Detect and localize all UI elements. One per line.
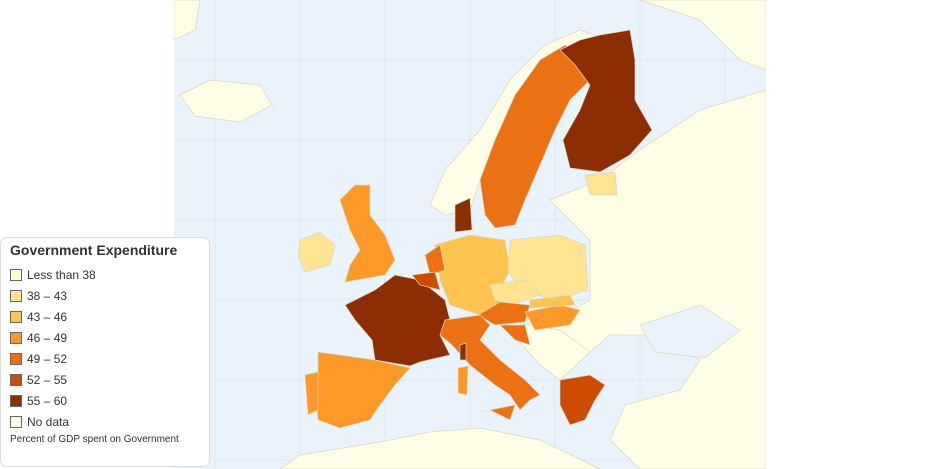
legend-item: 52 – 55 (10, 369, 209, 390)
region-slovenia[interactable] (499, 324, 531, 346)
legend-swatch (10, 310, 22, 323)
legend-swatch (10, 415, 22, 428)
legend-swatch (10, 373, 22, 386)
region-ireland[interactable] (297, 231, 336, 273)
legend-title: Government Expenditure (10, 242, 178, 258)
black-sea (639, 304, 741, 359)
region-netherlands[interactable] (424, 244, 446, 276)
legend-swatch (10, 268, 22, 281)
legend-label: 52 – 55 (27, 372, 68, 387)
legend-item: 55 – 60 (10, 390, 209, 411)
land-russia-north (639, 0, 766, 71)
legend-note: Percent of GDP spent on Government (10, 434, 179, 445)
region-estonia[interactable] (584, 171, 618, 196)
land-iceland (179, 79, 273, 123)
legend-item: Less than 38 (10, 264, 209, 285)
legend-item: 43 – 46 (10, 306, 209, 327)
legend-label: 43 – 46 (27, 309, 68, 324)
legend-item: No data (10, 411, 209, 432)
legend-swatch (10, 394, 22, 407)
land-greenland (174, 0, 201, 41)
region-greece[interactable] (559, 374, 606, 426)
legend-label: 46 – 49 (27, 330, 68, 345)
region-finland[interactable] (559, 29, 653, 173)
region-sardinia[interactable] (457, 365, 469, 396)
region-belgium[interactable] (411, 271, 441, 291)
region-italy[interactable] (439, 314, 541, 411)
region-sicily[interactable] (488, 404, 516, 421)
legend-item: 38 – 43 (10, 285, 209, 306)
land-north-africa (279, 427, 601, 469)
legend-swatch (10, 352, 22, 365)
region-uk[interactable] (339, 184, 396, 283)
legend-item: 46 – 49 (10, 327, 209, 348)
legend-label: 38 – 43 (27, 288, 68, 303)
region-corsica[interactable] (459, 342, 467, 361)
region-slovakia[interactable] (529, 294, 576, 309)
legend-label: No data (27, 414, 70, 429)
legend-swatch (10, 331, 22, 344)
region-france[interactable] (344, 274, 451, 367)
legend-swatch (10, 289, 22, 302)
choropleth-map[interactable] (174, 0, 766, 469)
region-portugal[interactable] (304, 371, 319, 416)
region-denmark[interactable] (454, 197, 473, 233)
legend-label: 49 – 52 (27, 351, 68, 366)
legend-label: 55 – 60 (27, 393, 68, 408)
legend: Government Expenditure Less than 38 38 – … (0, 237, 210, 467)
region-czechia[interactable] (489, 279, 541, 306)
legend-item: 49 – 52 (10, 348, 209, 369)
legend-label: Less than 38 (27, 267, 96, 282)
